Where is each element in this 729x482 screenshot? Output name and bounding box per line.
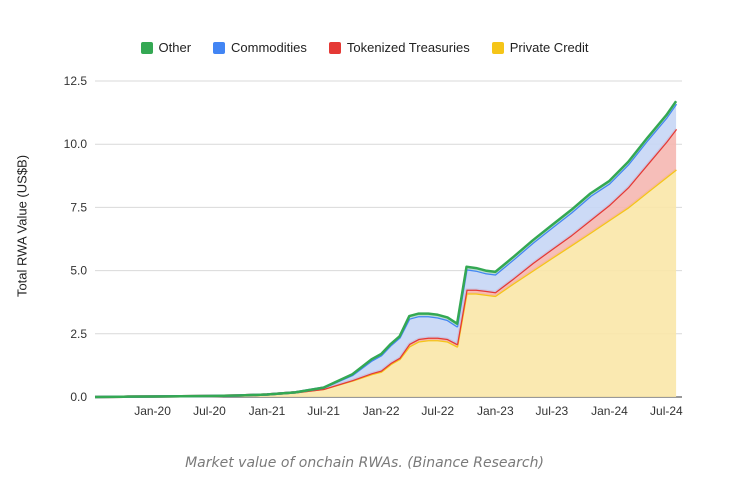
x-tick-label: Jul-22	[421, 404, 454, 418]
chart-caption: Market value of onchain RWAs. (Binance R…	[185, 455, 544, 471]
x-tick-label: Jan-23	[477, 404, 514, 418]
y-tick-label: 7.5	[70, 200, 87, 214]
y-tick-label: 5.0	[70, 264, 87, 278]
legend-swatch-private-credit	[491, 41, 504, 54]
legend-swatch-tokenized-treasuries	[328, 41, 341, 54]
x-tick-label: Jan-21	[249, 404, 286, 418]
x-tick-label: Jul-21	[307, 404, 340, 418]
legend-item-other[interactable]: Other	[140, 40, 192, 55]
area-private-credit	[95, 169, 677, 397]
line-other	[94, 100, 678, 399]
y-tick-label: 0.0	[70, 390, 87, 404]
x-tick-label: Jul-23	[536, 404, 569, 418]
legend-swatch-commodities	[213, 41, 226, 54]
x-tick-label: Jul-20	[193, 404, 226, 418]
legend-item-private-credit[interactable]: Private Credit	[491, 40, 589, 55]
x-tick-label: Jan-22	[363, 404, 400, 418]
x-tick-label: Jan-24	[591, 404, 628, 418]
legend-label-private-credit: Private Credit	[509, 40, 589, 55]
legend-item-commodities[interactable]: Commodities	[213, 40, 307, 55]
y-tick-label: 10.0	[64, 137, 88, 151]
legend-label-other: Other	[158, 40, 192, 55]
x-tick-label: Jan-20	[134, 404, 171, 418]
y-tick-label: 2.5	[70, 327, 87, 341]
legend-swatch-other	[140, 41, 153, 54]
chart-legend: Other Commodities Tokenized Treasuries P…	[0, 40, 729, 55]
y-tick-label: 12.5	[64, 74, 88, 88]
legend-item-tokenized-treasuries[interactable]: Tokenized Treasuries	[328, 40, 470, 55]
x-tick-label: Jul-24	[650, 404, 683, 418]
legend-label-commodities: Commodities	[231, 40, 307, 55]
legend-label-tokenized-treasuries: Tokenized Treasuries	[346, 40, 470, 55]
